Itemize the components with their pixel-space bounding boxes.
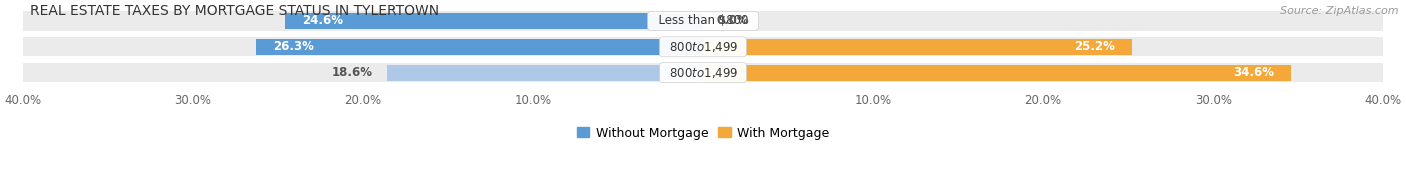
Text: $800 to $1,499: $800 to $1,499 xyxy=(662,40,744,54)
Text: Less than $800: Less than $800 xyxy=(651,15,755,27)
Bar xyxy=(703,39,1132,55)
Bar xyxy=(22,63,1384,82)
Legend: Without Mortgage, With Mortgage: Without Mortgage, With Mortgage xyxy=(572,122,834,145)
Bar xyxy=(284,13,703,29)
Bar xyxy=(22,11,1384,31)
Text: 26.3%: 26.3% xyxy=(273,40,314,53)
Text: 25.2%: 25.2% xyxy=(1074,40,1115,53)
Text: 24.6%: 24.6% xyxy=(302,15,343,27)
Text: $800 to $1,499: $800 to $1,499 xyxy=(662,66,744,80)
Text: 18.6%: 18.6% xyxy=(332,66,373,79)
Bar xyxy=(387,65,703,81)
Bar xyxy=(256,39,703,55)
Bar xyxy=(703,65,1292,81)
Bar xyxy=(22,37,1384,56)
Text: 0.0%: 0.0% xyxy=(717,15,749,27)
Text: 34.6%: 34.6% xyxy=(1233,66,1274,79)
Text: Source: ZipAtlas.com: Source: ZipAtlas.com xyxy=(1281,6,1399,16)
Text: REAL ESTATE TAXES BY MORTGAGE STATUS IN TYLERTOWN: REAL ESTATE TAXES BY MORTGAGE STATUS IN … xyxy=(30,4,439,18)
